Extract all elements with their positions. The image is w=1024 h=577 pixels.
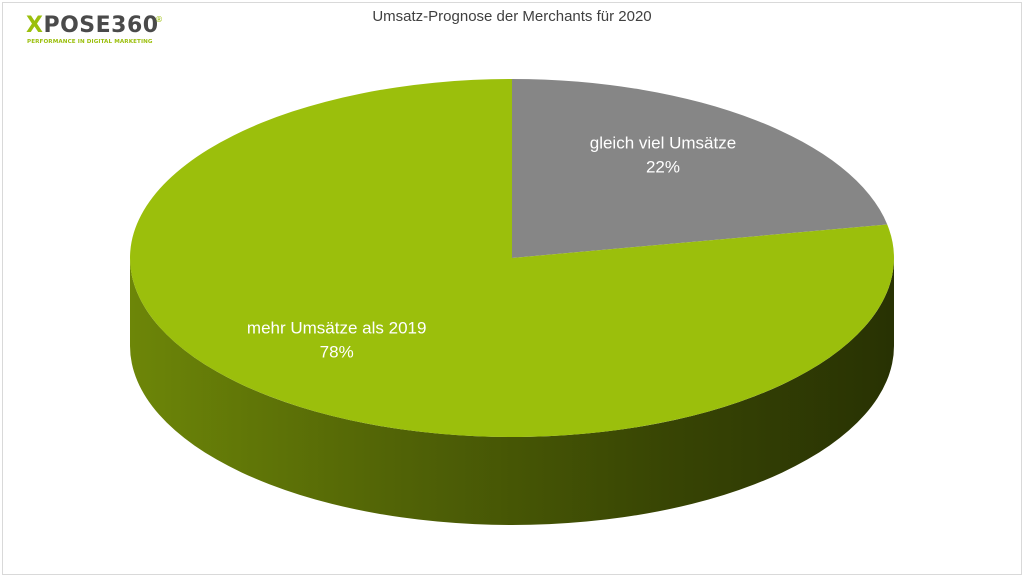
slice-label-0: gleich viel Umsätze — [590, 133, 736, 152]
slice-label-1: mehr Umsätze als 2019 — [247, 318, 427, 337]
logo-tagline: PERFORMANCE IN DIGITAL MARKETING — [27, 39, 153, 45]
pie-labels: gleich viel Umsätze 22% mehr Umsätze als 2… — [247, 133, 736, 361]
brand-logo: XPOSE360 ® PERFORMANCE IN DIGITAL MARKET… — [26, 14, 176, 54]
pie-slices — [130, 78, 894, 437]
pie-side-wall-1-0 — [130, 258, 894, 525]
pie-slice-0 — [512, 79, 888, 258]
pie-slice-1 — [130, 78, 894, 437]
slice-percent-1: 78% — [320, 342, 354, 361]
logo-registered-mark: ® — [155, 15, 163, 24]
logo-wordmark: XPOSE360 — [26, 14, 159, 38]
chart-title: Umsatz-Prognose der Merchants für 2020 — [372, 8, 652, 25]
slice-percent-0: 22% — [646, 157, 680, 176]
logo-x: X — [26, 13, 44, 38]
pie-side-walls — [130, 258, 894, 525]
logo-name: POSE360 — [43, 13, 159, 38]
